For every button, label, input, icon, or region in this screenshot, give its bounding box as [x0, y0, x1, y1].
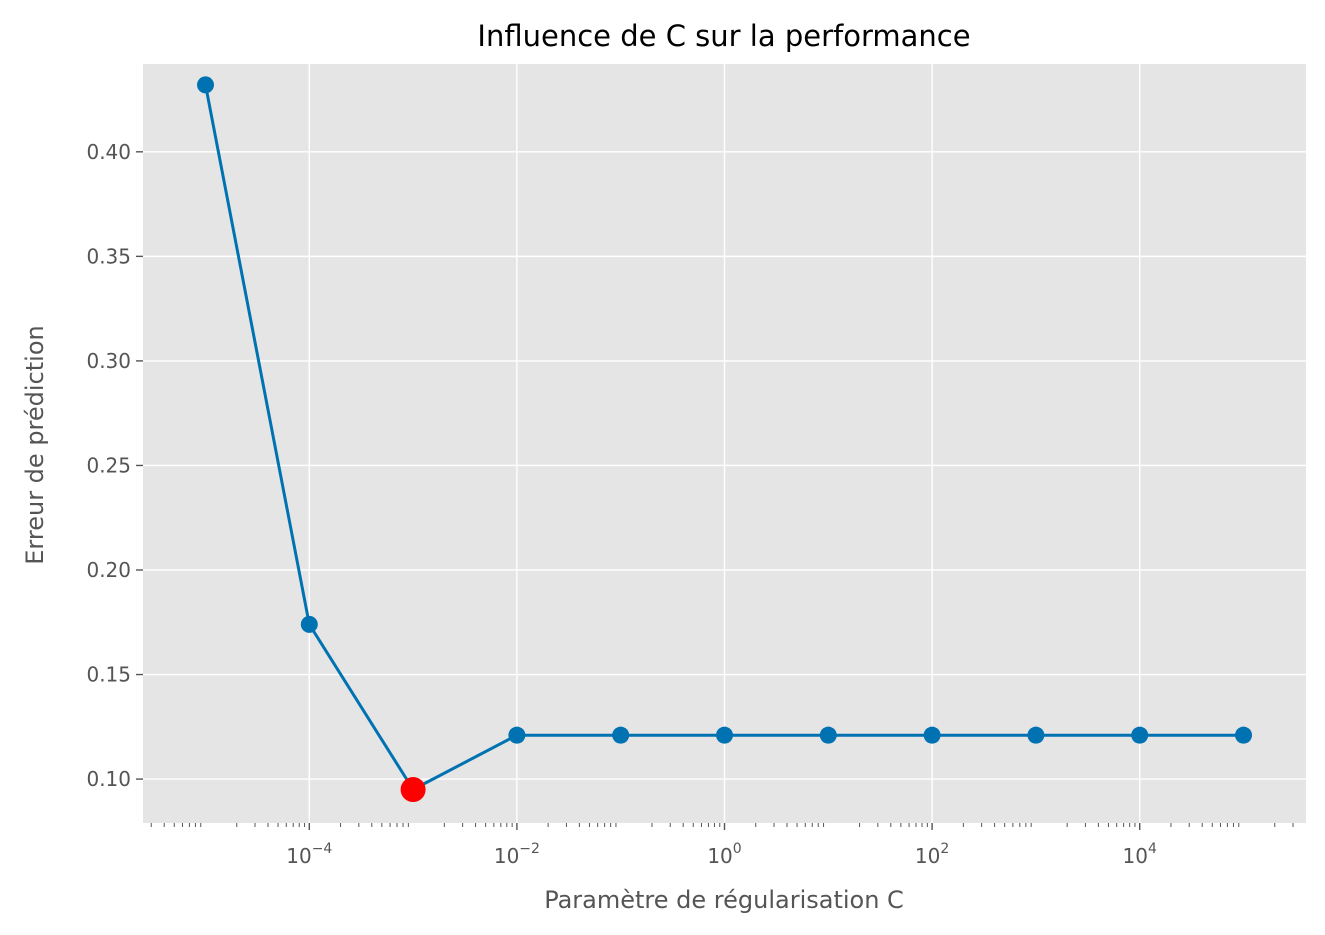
- y-tick-label: 0.15: [86, 663, 131, 687]
- chart-title: Influence de C sur la performance: [477, 19, 970, 53]
- y-tick-label: 0.30: [86, 349, 131, 373]
- optimum-point: [400, 777, 426, 803]
- y-tick-label: 0.25: [86, 453, 131, 477]
- x-tick-base: 10: [1123, 844, 1148, 868]
- x-tick-exponent: −2: [519, 841, 540, 857]
- x-tick-label: 10−2: [494, 841, 540, 868]
- y-axis-ticks: 0.10 0.15 0.20 0.25 0.30 0.35 0.40: [86, 140, 143, 791]
- x-tick-base: 10: [286, 844, 311, 868]
- x-tick-exponent: 2: [940, 841, 949, 857]
- x-tick-label: 100: [707, 841, 741, 868]
- y-tick-label: 0.10: [86, 767, 131, 791]
- series-layer: [196, 76, 1253, 803]
- data-point: [196, 76, 214, 94]
- x-tick-base: 10: [494, 844, 519, 868]
- x-tick-exponent: 0: [733, 841, 742, 857]
- data-point: [508, 726, 526, 744]
- x-tick-base: 10: [915, 844, 940, 868]
- x-tick-exponent: 4: [1148, 841, 1157, 857]
- data-point: [1027, 726, 1045, 744]
- data-point: [1131, 726, 1149, 744]
- data-point: [819, 726, 837, 744]
- y-axis-title: Erreur de prédiction: [21, 325, 49, 564]
- data-point: [300, 615, 318, 633]
- data-point: [923, 726, 941, 744]
- y-tick-label: 0.40: [86, 140, 131, 164]
- grid-lines: [143, 64, 1306, 823]
- x-axis-ticks: 10−4 10−2 100 102 104: [150, 823, 1294, 868]
- x-tick-label: 104: [1123, 841, 1157, 868]
- x-tick-label: 10−4: [286, 841, 332, 868]
- x-tick-base: 10: [707, 844, 732, 868]
- x-axis-title: Paramètre de régularisation C: [544, 886, 904, 914]
- data-point: [716, 726, 733, 744]
- data-point: [1235, 726, 1253, 744]
- data-point: [612, 726, 630, 744]
- x-tick-label: 102: [915, 841, 949, 868]
- x-tick-exponent: −4: [312, 841, 333, 857]
- y-tick-label: 0.35: [86, 244, 131, 268]
- y-tick-label: 0.20: [86, 558, 131, 582]
